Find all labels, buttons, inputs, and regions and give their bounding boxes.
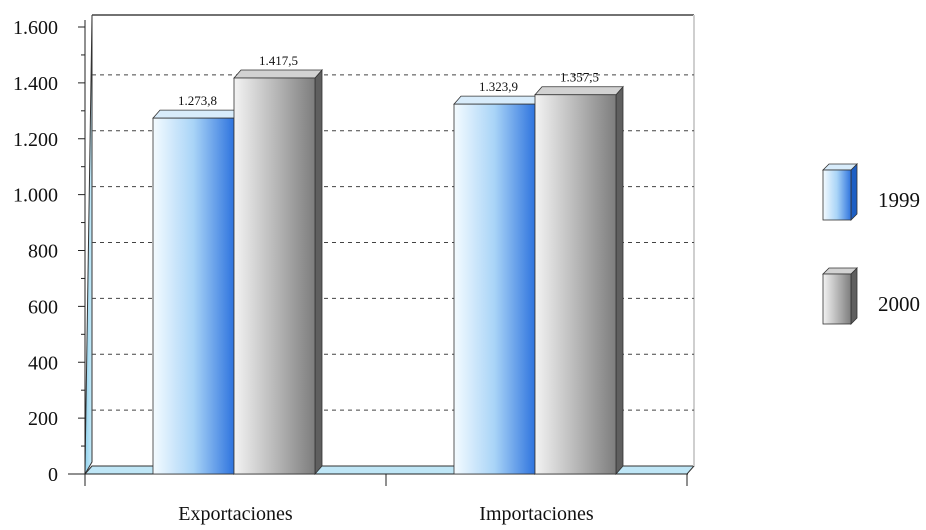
bar-side <box>314 68 323 476</box>
bar <box>152 117 235 475</box>
x-axis: Exportaciones Importaciones <box>84 474 688 525</box>
data-labels: 1.273,8 1.417,5 1.323,9 1.357,5 <box>178 53 599 108</box>
y-tick-label: 1.200 <box>13 129 58 151</box>
y-tick-label: 400 <box>28 352 58 374</box>
y-tick-label: 200 <box>28 408 58 430</box>
bar <box>233 77 316 475</box>
y-axis: 0 200 400 600 800 1.000 1.200 1.400 1.600 <box>13 17 85 486</box>
y-tick-label: 0 <box>48 464 58 486</box>
bar-side <box>615 85 624 476</box>
x-category-label: Exportaciones <box>178 503 293 525</box>
data-label: 1.357,5 <box>560 70 599 85</box>
legend-swatch-side <box>850 163 858 221</box>
y-tick-label: 1.400 <box>13 73 58 95</box>
bars <box>152 68 624 476</box>
bar-top <box>534 86 624 96</box>
bar <box>534 94 617 475</box>
y-tick-label: 600 <box>28 296 58 318</box>
legend-swatch <box>822 273 852 325</box>
bar-top <box>233 69 323 79</box>
legend-swatch-top <box>822 163 858 171</box>
y-tick-label: 800 <box>28 241 58 263</box>
y-tick-label: 1.000 <box>13 185 58 207</box>
left-wall <box>84 14 93 476</box>
legend: 1999 2000 <box>822 163 920 325</box>
legend-swatch-side <box>850 267 858 325</box>
data-label: 1.273,8 <box>178 93 217 108</box>
bar-top <box>152 109 242 119</box>
data-label: 1.323,9 <box>479 79 518 94</box>
legend-label: 1999 <box>878 188 920 212</box>
bar <box>453 103 536 475</box>
y-tick-label: 1.600 <box>13 17 58 39</box>
bar-top <box>453 95 543 105</box>
x-category-label: Importaciones <box>479 503 594 525</box>
legend-swatch <box>822 169 852 221</box>
data-label: 1.417,5 <box>259 53 298 68</box>
legend-label: 2000 <box>878 292 920 316</box>
legend-swatch-top <box>822 267 858 275</box>
